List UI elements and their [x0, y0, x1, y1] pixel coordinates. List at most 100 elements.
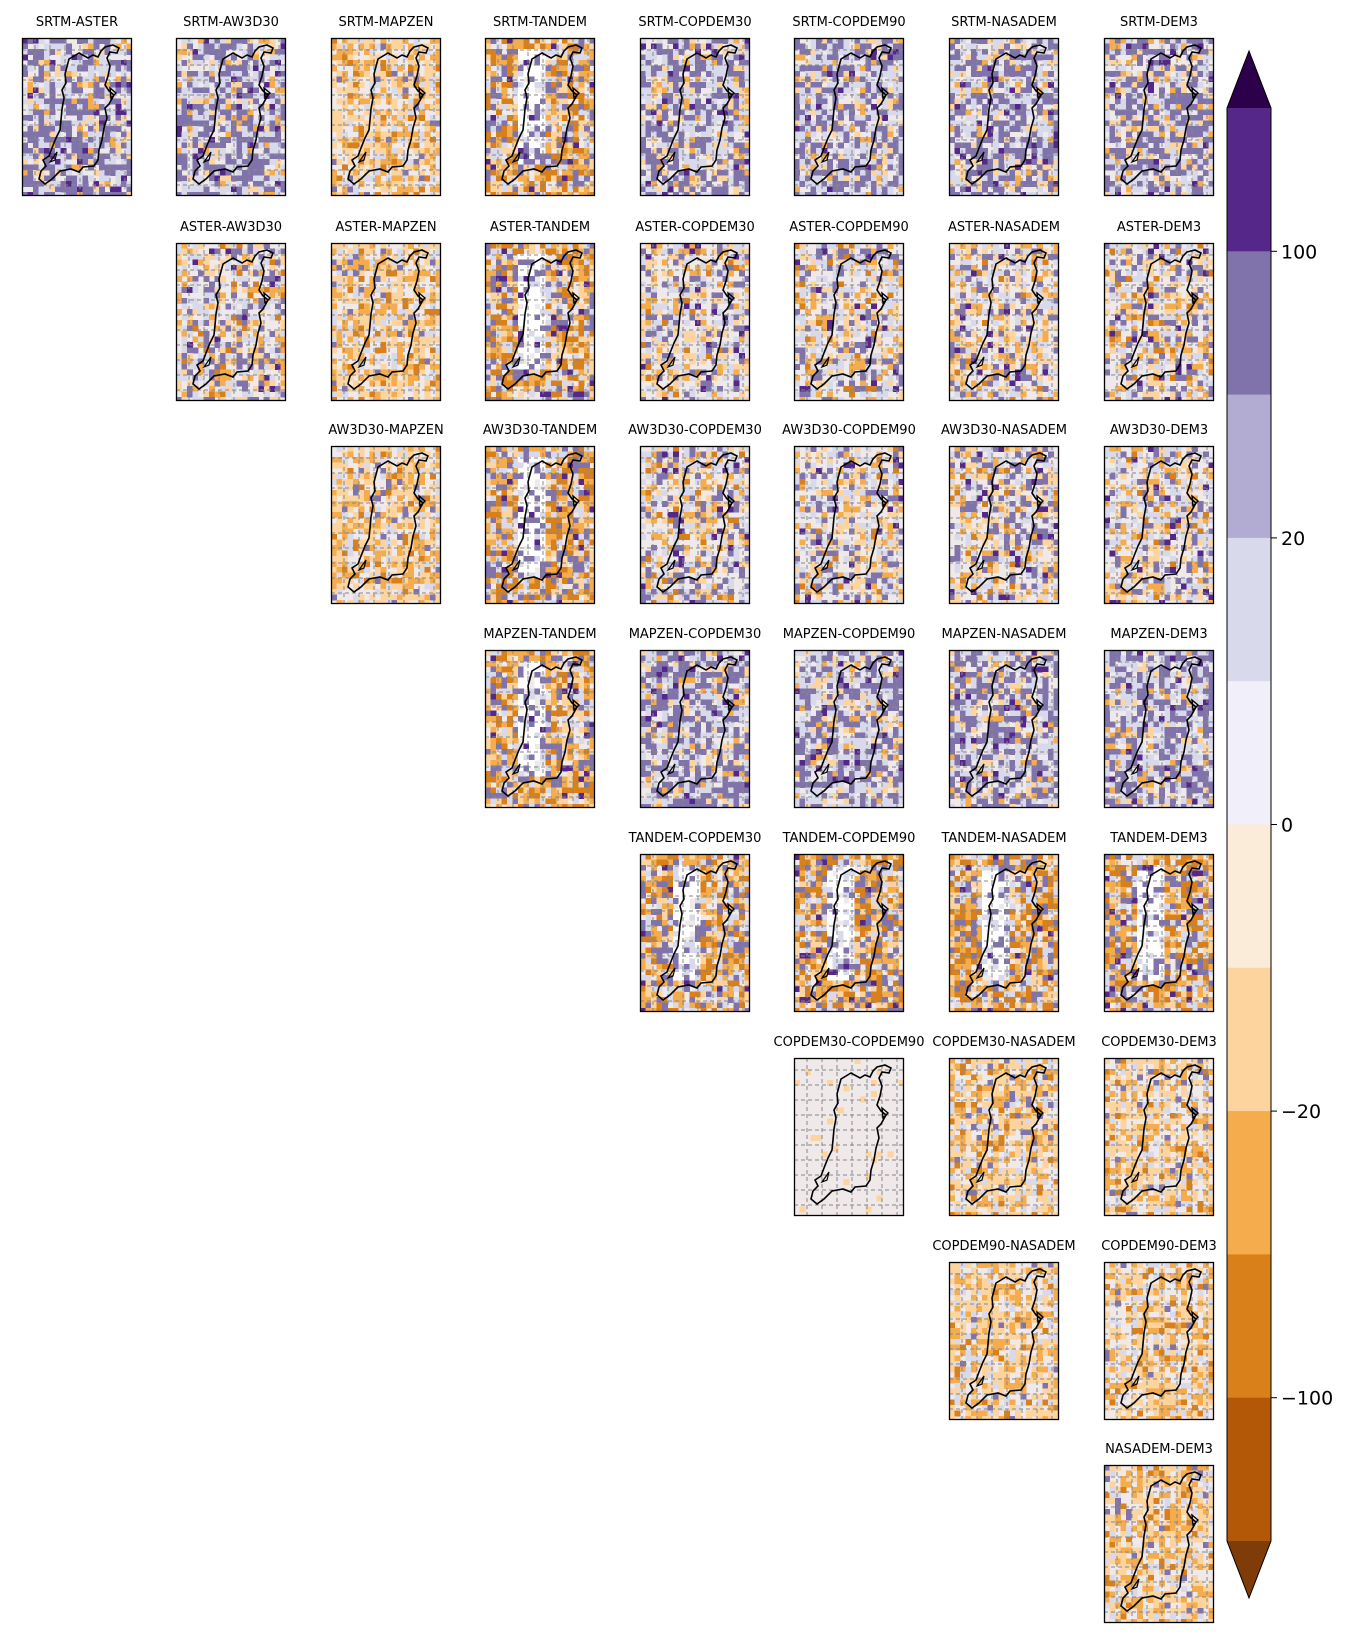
panel-title: AW3D30-NASADEM [941, 423, 1067, 438]
heatmap-panel: COPDEM30-NASADEM [932, 1035, 1076, 1217]
reservoir-outline [202, 356, 212, 369]
heatmap-panel: AW3D30-COPDEM30 [628, 423, 762, 605]
panel-frame [484, 37, 596, 197]
heatmap-panel: MAPZEN-COPDEM90 [783, 627, 915, 809]
difference-cells [331, 38, 441, 196]
panel-title: TANDEM-DEM3 [1109, 831, 1207, 846]
difference-cells [1104, 1262, 1214, 1420]
lake-outline [1191, 1310, 1200, 1324]
difference-cells [794, 854, 904, 1012]
colorbar-tick-label: −20 [1281, 1101, 1321, 1123]
heatmap-panel: SRTM-ASTER [21, 15, 133, 197]
panel-title: COPDEM30-NASADEM [932, 1035, 1075, 1050]
reservoir-outline [1130, 763, 1140, 776]
heatmap-panel: ASTER-COPDEM90 [789, 220, 909, 402]
difference-cells [331, 243, 441, 401]
panel-title: TANDEM-COPDEM30 [628, 831, 762, 846]
colorbar-band [1227, 824, 1271, 969]
panel-frame [948, 649, 1060, 809]
gridlines [1104, 854, 1214, 1012]
lake-outline [1036, 902, 1045, 916]
reservoir-outline [820, 559, 830, 572]
panel-frame [793, 649, 905, 809]
panel-title: SRTM-AW3D30 [183, 15, 279, 30]
colorbar-outline [1226, 49, 1272, 1600]
colorbar-tick-label: 0 [1281, 815, 1293, 837]
panel-frame [1103, 649, 1215, 809]
heatmap-panel: NASADEM-DEM3 [1103, 1442, 1215, 1624]
panel-frame [1103, 1261, 1215, 1421]
difference-cells [331, 446, 441, 604]
gridlines [949, 243, 1059, 401]
lake-outline [1191, 291, 1200, 305]
heatmap-panel: SRTM-NASADEM [948, 15, 1060, 197]
reservoir-outline [666, 967, 676, 980]
lake-outline [1191, 698, 1200, 712]
panel-grid: SRTM-ASTER SRTM-AW3D30 SRTM-MAPZEN SRTM-TAN… [21, 15, 1217, 1624]
panel-title: TANDEM-NASADEM [940, 831, 1066, 846]
panel-frame [1103, 445, 1215, 605]
lake-outline [109, 86, 118, 100]
colorbar-band [1227, 394, 1271, 539]
reservoir-outline [820, 967, 830, 980]
reservoir-outline [975, 1375, 985, 1388]
panel-title: AW3D30-COPDEM90 [782, 423, 916, 438]
difference-cells [176, 38, 286, 196]
heatmap-panel: ASTER-AW3D30 [175, 220, 287, 402]
panel-frame [1103, 853, 1215, 1013]
panel-frame [948, 1057, 1060, 1217]
gridlines [949, 1058, 1059, 1216]
heatmap-panel: ASTER-COPDEM30 [635, 220, 755, 402]
heatmap-panel: AW3D30-MAPZEN [328, 423, 444, 605]
reservoir-outline [820, 1171, 830, 1184]
lake-outline [572, 698, 581, 712]
gridlines [331, 38, 441, 196]
lake-outline [727, 698, 736, 712]
reservoir-outline [975, 763, 985, 776]
heatmap-panel: COPDEM30-COPDEM90 [774, 1035, 924, 1217]
difference-cells [1104, 38, 1214, 196]
panel-frame [639, 649, 751, 809]
difference-cells [1104, 650, 1214, 808]
reservoir-outline [1130, 151, 1140, 164]
heatmap-panel: SRTM-COPDEM30 [638, 15, 752, 197]
lake-outline [881, 494, 890, 508]
lake-outline [881, 902, 890, 916]
panel-frame [639, 853, 751, 1013]
lake-outline [881, 1106, 890, 1120]
lake-outline [1191, 86, 1200, 100]
lake-outline [572, 291, 581, 305]
panel-title: COPDEM30-DEM3 [1101, 1035, 1217, 1050]
colorbar-extend-min [1227, 1541, 1271, 1598]
heatmap-panel: MAPZEN-NASADEM [942, 627, 1066, 809]
heatmap-panel: TANDEM-COPDEM30 [628, 831, 762, 1013]
heatmap-panel: TANDEM-NASADEM [940, 831, 1067, 1013]
difference-cells [485, 38, 595, 196]
panel-title: SRTM-NASADEM [951, 15, 1057, 30]
reservoir-outline [357, 151, 367, 164]
colorbar-band [1227, 1397, 1271, 1542]
gridlines [485, 38, 595, 196]
difference-cells [949, 1262, 1059, 1420]
reservoir-outline [975, 151, 985, 164]
reservoir-outline [511, 151, 521, 164]
reservoir-outline [975, 356, 985, 369]
panel-frame [484, 445, 596, 605]
difference-cells [1104, 446, 1214, 604]
colorbar-tick-label: −100 [1281, 1388, 1333, 1410]
gridlines [794, 38, 904, 196]
colorbar-band [1227, 1254, 1271, 1399]
lake-outline [1191, 1513, 1200, 1527]
difference-cells [794, 243, 904, 401]
difference-cells [640, 854, 750, 1012]
panel-title: MAPZEN-DEM3 [1110, 627, 1207, 642]
panel-title: ASTER-NASADEM [948, 220, 1060, 235]
panel-frame [793, 445, 905, 605]
lake-outline [1191, 1106, 1200, 1120]
gridlines [1104, 1262, 1214, 1420]
lake-outline [727, 902, 736, 916]
panel-title: NASADEM-DEM3 [1105, 1442, 1213, 1457]
lake-outline [881, 698, 890, 712]
reservoir-outline [1130, 1171, 1140, 1184]
heatmap-panel: MAPZEN-COPDEM30 [629, 627, 761, 809]
